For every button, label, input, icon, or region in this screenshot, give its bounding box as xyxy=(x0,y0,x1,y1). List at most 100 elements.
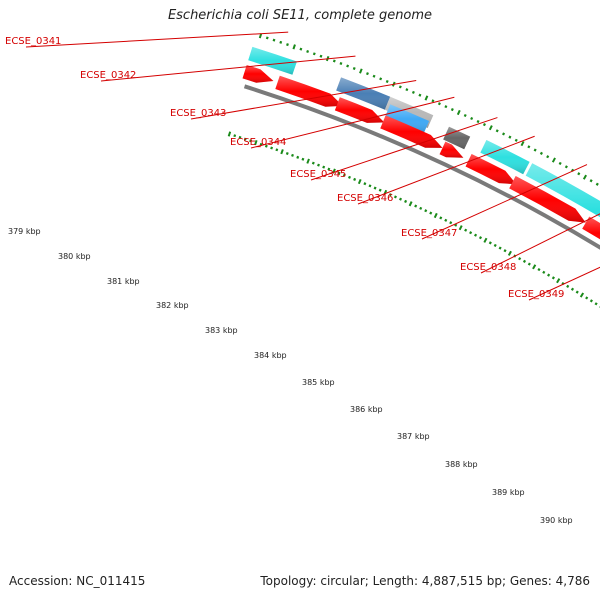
tick-dot xyxy=(454,223,458,227)
tick-dot xyxy=(352,66,356,71)
tick-label: 384 kbp xyxy=(254,351,287,360)
map-title: Escherichia coli SE11, complete genome xyxy=(167,8,433,23)
tick-dot xyxy=(301,157,305,161)
gene-feature xyxy=(248,46,297,75)
tick-dot xyxy=(411,90,415,94)
gene-feature-shading xyxy=(334,97,385,123)
tick-dot xyxy=(227,131,232,137)
gene-feature xyxy=(443,126,471,150)
tick-dot xyxy=(317,163,320,167)
tick-dot xyxy=(418,93,422,97)
tick-dot xyxy=(306,158,310,164)
tick-dot xyxy=(357,178,362,185)
tick-dot xyxy=(439,216,443,220)
tick-dot xyxy=(378,188,382,192)
label-leader-line xyxy=(190,80,417,120)
tick-dot xyxy=(527,145,531,149)
genome-backbone xyxy=(243,84,600,250)
tick-dot xyxy=(527,262,531,266)
outer-tick-dots xyxy=(258,33,599,186)
gene-feature-shading xyxy=(439,141,464,158)
tick-dot xyxy=(368,184,372,188)
tick-dot xyxy=(508,135,512,139)
tick-dot xyxy=(285,152,289,156)
tick-dot xyxy=(265,36,269,40)
tick-label: 382 kbp xyxy=(156,301,189,310)
gene-label: ECSE_0347 xyxy=(401,228,457,239)
tick-dot xyxy=(589,299,593,303)
label-leader-line xyxy=(25,31,289,48)
tick-dot xyxy=(478,236,483,240)
tick-label: 390 kbp xyxy=(540,516,573,525)
tick-dot xyxy=(264,144,268,148)
gene-feature-shading xyxy=(582,216,600,240)
gene-feature xyxy=(582,216,600,240)
genome-stats-label: Topology: circular; Length: 4,887,515 bp… xyxy=(260,574,590,588)
tick-dot xyxy=(493,243,497,248)
gene-feature-shading xyxy=(443,126,471,150)
tick-dot xyxy=(564,165,568,169)
gene-label: ECSE_0346 xyxy=(337,193,393,204)
gene-feature xyxy=(509,176,586,223)
tick-label: 383 kbp xyxy=(205,326,238,335)
tick-dot xyxy=(595,182,599,186)
tick-dot xyxy=(558,161,562,166)
tick-dot xyxy=(551,276,555,280)
label-leader-line xyxy=(421,164,588,240)
tick-dot xyxy=(348,175,351,179)
label-leader-line xyxy=(357,135,535,205)
tick-label: 385 kbp xyxy=(302,378,335,387)
tick-dot xyxy=(233,134,237,138)
tick-dot xyxy=(429,211,433,215)
tick-dot xyxy=(433,212,438,219)
tick-label: 379 kbp xyxy=(8,227,41,236)
tick-dot xyxy=(306,49,310,53)
gene-feature xyxy=(439,141,464,158)
tick-dot xyxy=(238,135,242,139)
tick-dot xyxy=(249,139,252,143)
tick-dot xyxy=(408,201,413,207)
tick-dot xyxy=(539,151,543,155)
tick-dot xyxy=(449,221,453,225)
tick-dot xyxy=(385,79,389,84)
tick-label: 389 kbp xyxy=(492,488,525,497)
tick-dot xyxy=(488,241,492,245)
inner-tick-dots xyxy=(227,131,600,308)
tick-dot xyxy=(483,237,488,243)
tick-dot xyxy=(319,54,323,58)
tick-label: 386 kbp xyxy=(350,405,383,414)
tick-dot xyxy=(585,296,589,300)
tick-dot xyxy=(279,40,283,44)
accession-label: Accession: NC_011415 xyxy=(9,574,146,588)
tick-dot xyxy=(556,278,561,284)
tick-dot xyxy=(292,44,296,50)
tick-dot xyxy=(373,186,377,190)
tick-dot xyxy=(405,88,409,92)
tick-dot xyxy=(518,257,522,261)
tick-dot xyxy=(495,129,499,133)
tick-dot xyxy=(507,250,512,256)
label-leader-line xyxy=(100,55,356,82)
tick-dot xyxy=(398,85,402,89)
gene-label: ECSE_0345 xyxy=(290,169,346,180)
gene-feature-shading xyxy=(525,163,600,218)
label-leader-lines xyxy=(25,31,600,301)
tick-dot xyxy=(464,228,468,232)
tick-dot xyxy=(270,146,274,150)
backbone-arc xyxy=(243,84,600,250)
tick-dot xyxy=(339,61,343,65)
tick-dot xyxy=(546,155,550,159)
tick-dot xyxy=(502,132,506,136)
gene-feature xyxy=(480,140,530,175)
gene-feature xyxy=(465,153,517,185)
tick-label: 388 kbp xyxy=(445,460,478,469)
gene-feature xyxy=(242,65,274,83)
tick-dot xyxy=(437,102,441,106)
tick-dot xyxy=(589,179,593,183)
tick-dot xyxy=(296,155,300,159)
label-leader-line xyxy=(528,266,600,301)
tick-dot xyxy=(332,59,336,63)
tick-label: 381 kbp xyxy=(107,277,140,286)
gene-feature-shading xyxy=(336,77,391,110)
